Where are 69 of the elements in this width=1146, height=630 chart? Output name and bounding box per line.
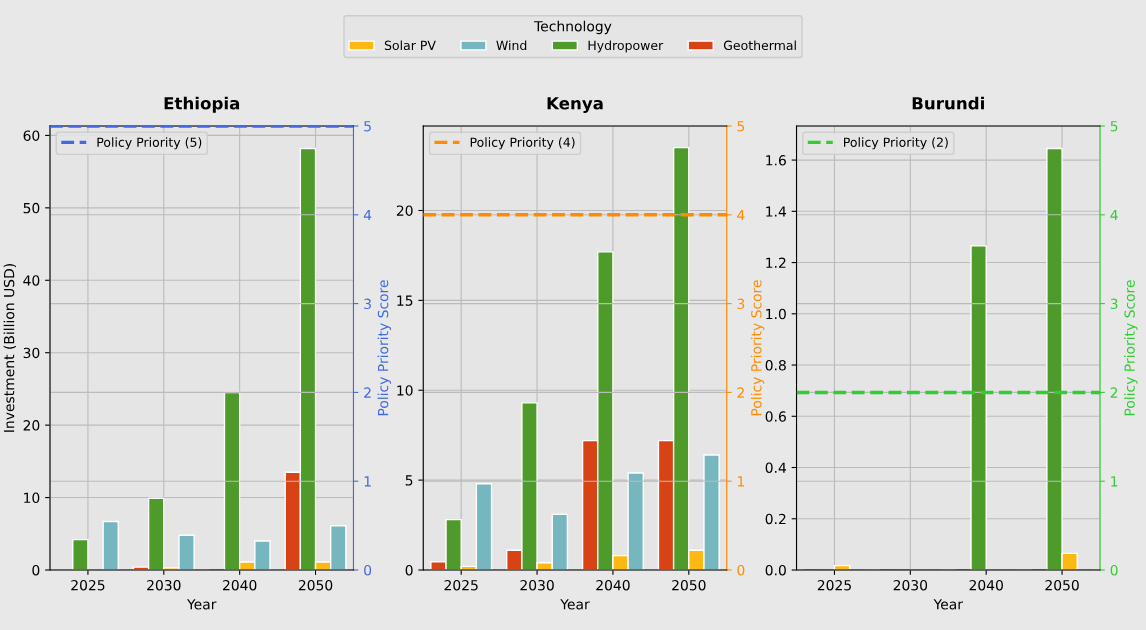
legend-label: Hydropower bbox=[588, 40, 664, 53]
x-tick-label: 2050 bbox=[672, 579, 706, 591]
y-tick-label: 50 bbox=[23, 202, 40, 214]
x-tick-label: 2040 bbox=[969, 579, 1003, 591]
y-tick-label: 40 bbox=[23, 275, 40, 286]
x-axis-title: Year bbox=[560, 599, 590, 610]
y2-tick-label: 1 bbox=[364, 476, 371, 487]
y2-tick-label: 2 bbox=[737, 387, 744, 398]
x-tick-label: 2025 bbox=[71, 579, 105, 591]
y-tick-label: 0.0 bbox=[765, 564, 786, 576]
y2-tick-label: 4 bbox=[1110, 209, 1118, 221]
x-tick-label: 2040 bbox=[223, 579, 257, 591]
y-tick-label: 0.8 bbox=[765, 360, 786, 371]
x-axis-title: Year bbox=[187, 599, 217, 610]
y-tick-label: 0 bbox=[32, 564, 40, 576]
x-tick-label: 2030 bbox=[893, 579, 928, 591]
y2-tick-label: 5 bbox=[364, 121, 371, 132]
x-tick-label: 2050 bbox=[1045, 579, 1079, 591]
x-tick-label: 2030 bbox=[520, 579, 554, 591]
y2-tick-label: 4 bbox=[363, 209, 372, 221]
legend-label: Wind bbox=[496, 40, 527, 51]
x-tick-label: 2030 bbox=[147, 579, 181, 591]
y-tick-label: 0.6 bbox=[765, 411, 786, 422]
y-tick-label: 60 bbox=[23, 130, 40, 141]
legend-title: Technology bbox=[534, 20, 612, 35]
y-tick-label: 1.0 bbox=[766, 308, 786, 320]
y-tick-label: 1.4 bbox=[766, 206, 787, 217]
y2-tick-label: 5 bbox=[1110, 121, 1118, 132]
y-tick-label: 5 bbox=[405, 475, 413, 486]
y-tick-label: 0 bbox=[405, 564, 413, 576]
y2-tick-label: 0 bbox=[364, 564, 372, 576]
y2-axis-title: Policy Priority Score bbox=[750, 280, 765, 416]
y-tick-label: 10 bbox=[24, 492, 40, 504]
legend-label: Solar PV bbox=[384, 40, 436, 51]
x-tick-label: 2040 bbox=[596, 579, 630, 591]
y2-tick-label: 0 bbox=[737, 564, 745, 576]
y-tick-label: 1.6 bbox=[766, 155, 786, 166]
y2-axis-title: Policy Priority Score bbox=[377, 280, 392, 416]
y2-tick-label: 1 bbox=[737, 476, 745, 487]
x-tick-label: 2025 bbox=[444, 579, 478, 591]
x-axis-title: Year bbox=[933, 599, 963, 610]
chart-title: Burundi bbox=[912, 96, 984, 110]
y2-tick-label: 2 bbox=[364, 387, 371, 398]
y-tick-label: 0.2 bbox=[765, 513, 786, 525]
y-tick-label: 20 bbox=[396, 205, 413, 216]
x-tick-label: 2025 bbox=[817, 579, 851, 591]
y2-tick-label: 3 bbox=[737, 298, 745, 310]
y-tick-label: 20 bbox=[23, 420, 40, 431]
legend-label: Policy Priority (5) bbox=[97, 137, 202, 150]
legend-label: Geothermal bbox=[723, 40, 796, 51]
y2-tick-label: 2 bbox=[1110, 387, 1118, 398]
y-tick-label: 30 bbox=[23, 347, 40, 359]
y2-tick-label: 1 bbox=[1111, 476, 1118, 487]
legend-label: Policy Priority (4) bbox=[470, 137, 575, 150]
y2-tick-label: 3 bbox=[1110, 298, 1118, 310]
y-tick-label: 0.4 bbox=[765, 462, 787, 473]
y2-axis-title: Policy Priority Score bbox=[1124, 280, 1138, 416]
legend-label: Policy Priority (2) bbox=[844, 137, 948, 150]
y2-tick-label: 4 bbox=[737, 209, 745, 221]
y-tick-label: 10 bbox=[397, 385, 413, 396]
chart-title: Ethiopia bbox=[164, 96, 240, 113]
chart-title: Kenya bbox=[547, 97, 603, 113]
x-tick-label: 2050 bbox=[298, 579, 333, 591]
y-axis-title: Investment (Billion USD) bbox=[3, 264, 16, 432]
y-tick-label: 1.2 bbox=[766, 257, 786, 268]
y2-tick-label: 3 bbox=[364, 298, 371, 310]
y2-tick-label: 5 bbox=[737, 121, 745, 132]
y2-tick-label: 0 bbox=[1110, 564, 1118, 576]
y-tick-label: 15 bbox=[397, 295, 413, 306]
